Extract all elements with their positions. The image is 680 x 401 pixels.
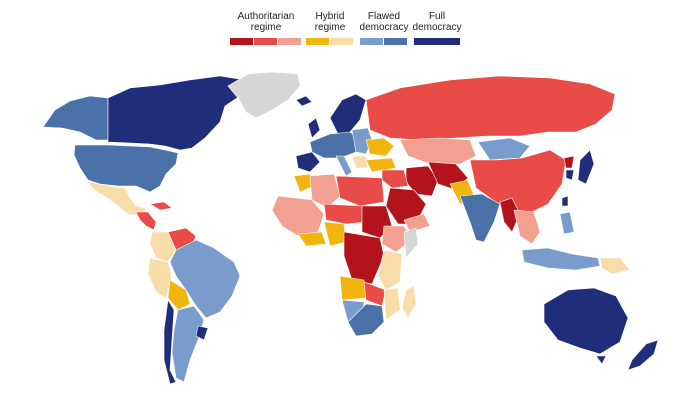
country-uruguay (195, 325, 209, 341)
country-argentina (171, 305, 205, 383)
country-ghana-region (297, 231, 327, 247)
country-western-europe (309, 131, 361, 159)
country-scandinavia (329, 93, 367, 135)
country-south-korea (565, 169, 575, 181)
legend-swatch-hybrid-light (330, 38, 353, 45)
legend: Authoritarian regime Hybrid regime Flawe… (230, 11, 461, 45)
north-america (42, 71, 301, 231)
legend-label-flawed-line2: democracy (360, 22, 409, 33)
europe (295, 93, 397, 177)
country-usa (73, 144, 179, 193)
country-brazil (169, 239, 241, 319)
country-indonesia (521, 247, 601, 271)
country-greenland (227, 71, 301, 119)
country-algeria (309, 173, 341, 209)
legend-swatch-flawed-dark (384, 38, 407, 45)
country-russia (365, 75, 616, 141)
legend-swatch-authoritarian-mid (254, 38, 277, 45)
country-libya-egypt (335, 175, 385, 207)
oceania (543, 287, 659, 371)
country-iberia (295, 151, 321, 173)
country-mongolia (477, 137, 531, 161)
country-mexico (87, 181, 147, 217)
country-japan (577, 149, 595, 185)
legend-label-flawed-line1: Flawed (368, 11, 400, 22)
country-philippines (559, 211, 575, 235)
legend-label-full-line2: democracy (413, 22, 462, 33)
country-india (459, 193, 501, 243)
legend-label-authoritarian-line1: Authoritarian (238, 11, 295, 22)
country-new-zealand (627, 339, 659, 371)
legend-label-hybrid-line1: Hybrid (316, 11, 345, 22)
country-somalia (403, 227, 419, 259)
legend-group-flawed: Flawed democracy (360, 11, 409, 45)
country-papua-new-guinea (599, 257, 631, 275)
country-myanmar (499, 197, 521, 233)
country-mozambique (383, 287, 401, 321)
country-taiwan (561, 195, 569, 207)
legend-swatch-flawed-light (360, 38, 383, 45)
country-central-africa (343, 231, 385, 285)
country-nigeria (323, 221, 347, 247)
country-korea (563, 155, 575, 169)
country-east-africa (377, 249, 403, 291)
country-madagascar (401, 285, 417, 319)
country-uk (307, 117, 321, 139)
country-iceland (295, 95, 313, 107)
legend-swatch-authoritarian-dark (230, 38, 253, 45)
legend-swatch-full (414, 38, 460, 45)
country-south-africa (347, 303, 385, 337)
country-cuba (149, 201, 173, 211)
legend-label-authoritarian-line2: regime (251, 22, 282, 33)
country-kazakhstan (399, 137, 477, 165)
country-iraq-syria (381, 169, 409, 189)
country-sahel (323, 203, 367, 225)
country-zambia (363, 281, 387, 307)
country-peru (147, 257, 173, 299)
country-tasmania (595, 355, 607, 365)
middle-east (381, 169, 431, 233)
country-southeast-asia (513, 209, 541, 245)
country-canada (107, 75, 246, 151)
legend-group-hybrid: Hybrid regime (306, 11, 353, 45)
legend-group-authoritarian: Authoritarian regime (230, 11, 301, 45)
country-italy (335, 155, 353, 177)
legend-swatch-hybrid-dark (306, 38, 329, 45)
country-ukraine (365, 137, 395, 157)
legend-label-hybrid-line2: regime (315, 22, 346, 33)
country-chile (163, 299, 177, 385)
legend-swatch-authoritarian-light (278, 38, 301, 45)
africa (271, 173, 419, 337)
south-america (147, 227, 241, 385)
legend-label-full-line1: Full (429, 11, 445, 22)
asia (365, 75, 631, 275)
legend-group-full: Full democracy (413, 11, 462, 45)
country-australia (543, 287, 629, 355)
country-yemen-oman (403, 213, 431, 233)
country-turkey (365, 157, 397, 173)
country-bolivia (167, 279, 191, 311)
country-angola (339, 275, 367, 301)
country-central-america (135, 211, 157, 231)
country-china (469, 149, 567, 215)
country-alaska (42, 95, 109, 141)
country-balkans (351, 155, 369, 169)
